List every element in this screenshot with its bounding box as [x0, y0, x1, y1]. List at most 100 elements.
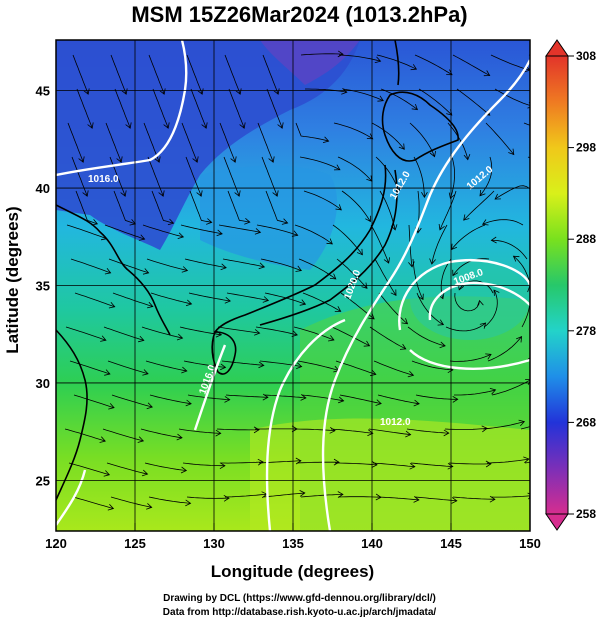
streamline: [142, 224, 184, 238]
x-tick-label: 150: [519, 536, 541, 551]
streamline-arrowhead: [365, 215, 371, 223]
y-tick-label: 40: [36, 181, 50, 196]
streamline: [338, 496, 382, 498]
streamline: [221, 461, 264, 464]
streamline-arrowhead: [329, 426, 336, 434]
streamline-arrowhead: [100, 335, 107, 342]
streamline-arrowhead: [224, 296, 231, 304]
plot-frame: [55, 39, 531, 532]
streamline-arrowhead: [223, 494, 230, 502]
streamline: [450, 156, 456, 199]
streamline: [374, 258, 397, 296]
streamline: [185, 156, 202, 197]
streamline: [332, 224, 363, 255]
lat-lon-grid: [55, 40, 531, 531]
streamline: [409, 122, 435, 157]
streamline: [479, 156, 493, 197]
streamline: [183, 360, 226, 368]
streamline-arrowhead: [181, 366, 188, 374]
isobar-1012-west: [193, 344, 227, 431]
streamline-arrowhead: [452, 269, 459, 277]
streamline: [369, 326, 406, 350]
streamline: [303, 190, 342, 211]
streamline: [75, 190, 98, 225]
streamline-arrowhead: [508, 148, 515, 156]
wind-streamlines: [64, 50, 530, 511]
streamline-arrowhead: [220, 263, 227, 271]
streamline: [377, 394, 420, 405]
streamline: [107, 360, 149, 375]
streamline: [68, 462, 110, 476]
streamline: [262, 54, 279, 95]
streamline: [411, 360, 453, 371]
streamline-arrowhead: [368, 313, 375, 320]
streamline: [224, 54, 241, 95]
streamline-arrowhead: [371, 461, 378, 468]
streamline: [259, 360, 302, 367]
streamline: [111, 394, 153, 408]
streamline-arrowhead: [254, 329, 261, 336]
streamline: [486, 458, 529, 464]
x-tick-labels: 120 125 130 135 140 145 150: [45, 536, 541, 551]
streamline: [299, 156, 341, 171]
streamline: [187, 394, 230, 401]
streamline: [256, 224, 298, 236]
streamline: [184, 258, 227, 269]
streamline-arrowhead: [82, 190, 89, 197]
streamline: [371, 122, 405, 150]
streamline-arrowhead: [234, 190, 241, 197]
streamline-arrowhead: [300, 394, 307, 401]
coastlines: [56, 40, 459, 501]
streamline-arrowhead: [296, 362, 303, 369]
streamline-arrowhead: [363, 340, 371, 347]
streamline-arrowhead: [108, 302, 116, 309]
streamline-arrowhead: [78, 156, 85, 163]
streamline-arrowhead: [142, 369, 149, 376]
streamline: [296, 461, 339, 464]
streamline-arrowhead: [329, 273, 337, 280]
streamline-arrowhead: [356, 248, 363, 256]
streamline: [485, 122, 515, 155]
colorbar-tick-label: 298: [576, 141, 596, 155]
streamline: [513, 255, 530, 287]
streamline: [226, 292, 269, 301]
streamline-arrowhead: [366, 133, 374, 140]
streamline-arrowhead: [407, 370, 415, 378]
streamline: [144, 462, 187, 471]
streamline-arrowhead: [448, 192, 456, 200]
streamline: [65, 326, 107, 341]
colorbar-ramp: [545, 55, 569, 515]
streamline-arrowhead: [239, 122, 246, 129]
streamline-arrowhead: [91, 219, 99, 226]
streamline-arrowhead: [177, 232, 185, 239]
streamline: [298, 258, 337, 280]
streamline-arrowhead: [257, 458, 264, 466]
streamline: [445, 322, 486, 332]
colorbar-ticks: [568, 55, 574, 515]
x-tick-label: 120: [45, 536, 67, 551]
streamline-arrowhead: [120, 190, 127, 197]
streamline-arrowhead: [516, 335, 523, 343]
china-coast: [56, 329, 88, 501]
credit-data-source: Data from http://database.rish.kyoto-u.a…: [162, 607, 437, 618]
streamline: [294, 224, 333, 245]
streamline: [148, 496, 191, 504]
streamline: [490, 54, 530, 71]
streamline-arrowhead: [185, 499, 192, 507]
streamline: [150, 292, 192, 305]
streamline: [414, 496, 457, 502]
isobar-inner-ring: [428, 281, 530, 321]
x-tick-label: 125: [124, 536, 146, 551]
contour-label: 1012.0: [380, 417, 411, 428]
streamline-arrowhead: [421, 191, 428, 198]
y-tick-labels: 25 30 35 40 45: [36, 84, 50, 489]
streamline: [190, 88, 207, 129]
x-tick-label: 130: [203, 536, 225, 551]
streamline: [106, 462, 148, 475]
streamline: [74, 292, 115, 308]
streamline: [301, 394, 344, 402]
streamline: [217, 326, 260, 334]
streamline: [186, 54, 203, 95]
streamline: [483, 289, 498, 328]
